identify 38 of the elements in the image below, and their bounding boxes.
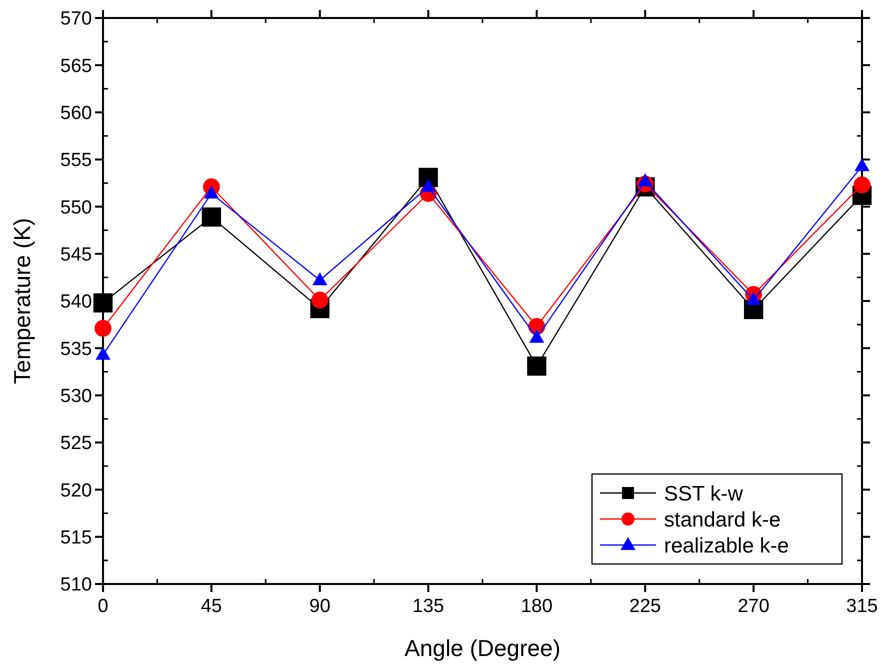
- y-tick-label: 540: [60, 292, 92, 313]
- x-tick-label: 180: [520, 596, 553, 617]
- x-tick-label: 0: [98, 596, 108, 617]
- point: [854, 176, 870, 194]
- y-tick-label: 515: [60, 527, 92, 548]
- x-tick-label: 270: [738, 596, 770, 617]
- x-tick-label: 45: [200, 596, 222, 617]
- x-tick-label: 225: [629, 596, 661, 617]
- point: [204, 185, 219, 198]
- y-tick-label: 570: [60, 8, 92, 30]
- point: [529, 330, 544, 343]
- x-tick-label: 315: [846, 596, 878, 617]
- y-tick-label: 520: [60, 480, 92, 502]
- y-tick-label: 545: [60, 244, 92, 266]
- y-axis-title: Temperature (K): [9, 218, 35, 384]
- point: [527, 356, 546, 376]
- y-tick-label: 565: [60, 56, 92, 77]
- point: [94, 320, 112, 337]
- y-tick-label: 555: [60, 150, 92, 172]
- y-tick-label: 550: [60, 197, 92, 218]
- y-tick-label: 510: [60, 574, 92, 596]
- point: [96, 346, 110, 360]
- x-tick-label: 135: [412, 596, 444, 617]
- legend-label: SST k-w: [664, 482, 744, 506]
- point: [202, 207, 222, 227]
- y-tick-label: 530: [60, 386, 92, 407]
- legend-label: standard k-e: [664, 508, 781, 532]
- x-tick-label: 90: [309, 596, 330, 617]
- y-tick-label: 525: [60, 433, 92, 454]
- point: [312, 272, 328, 286]
- y-tick-label: 560: [60, 102, 92, 124]
- x-axis-title: Angle (Degree): [404, 635, 560, 661]
- point: [311, 292, 328, 309]
- y-tick-label: 535: [60, 338, 92, 360]
- point: [854, 158, 870, 172]
- point: [746, 292, 762, 306]
- legend-label: realizable k-e: [664, 534, 789, 558]
- point: [93, 293, 113, 312]
